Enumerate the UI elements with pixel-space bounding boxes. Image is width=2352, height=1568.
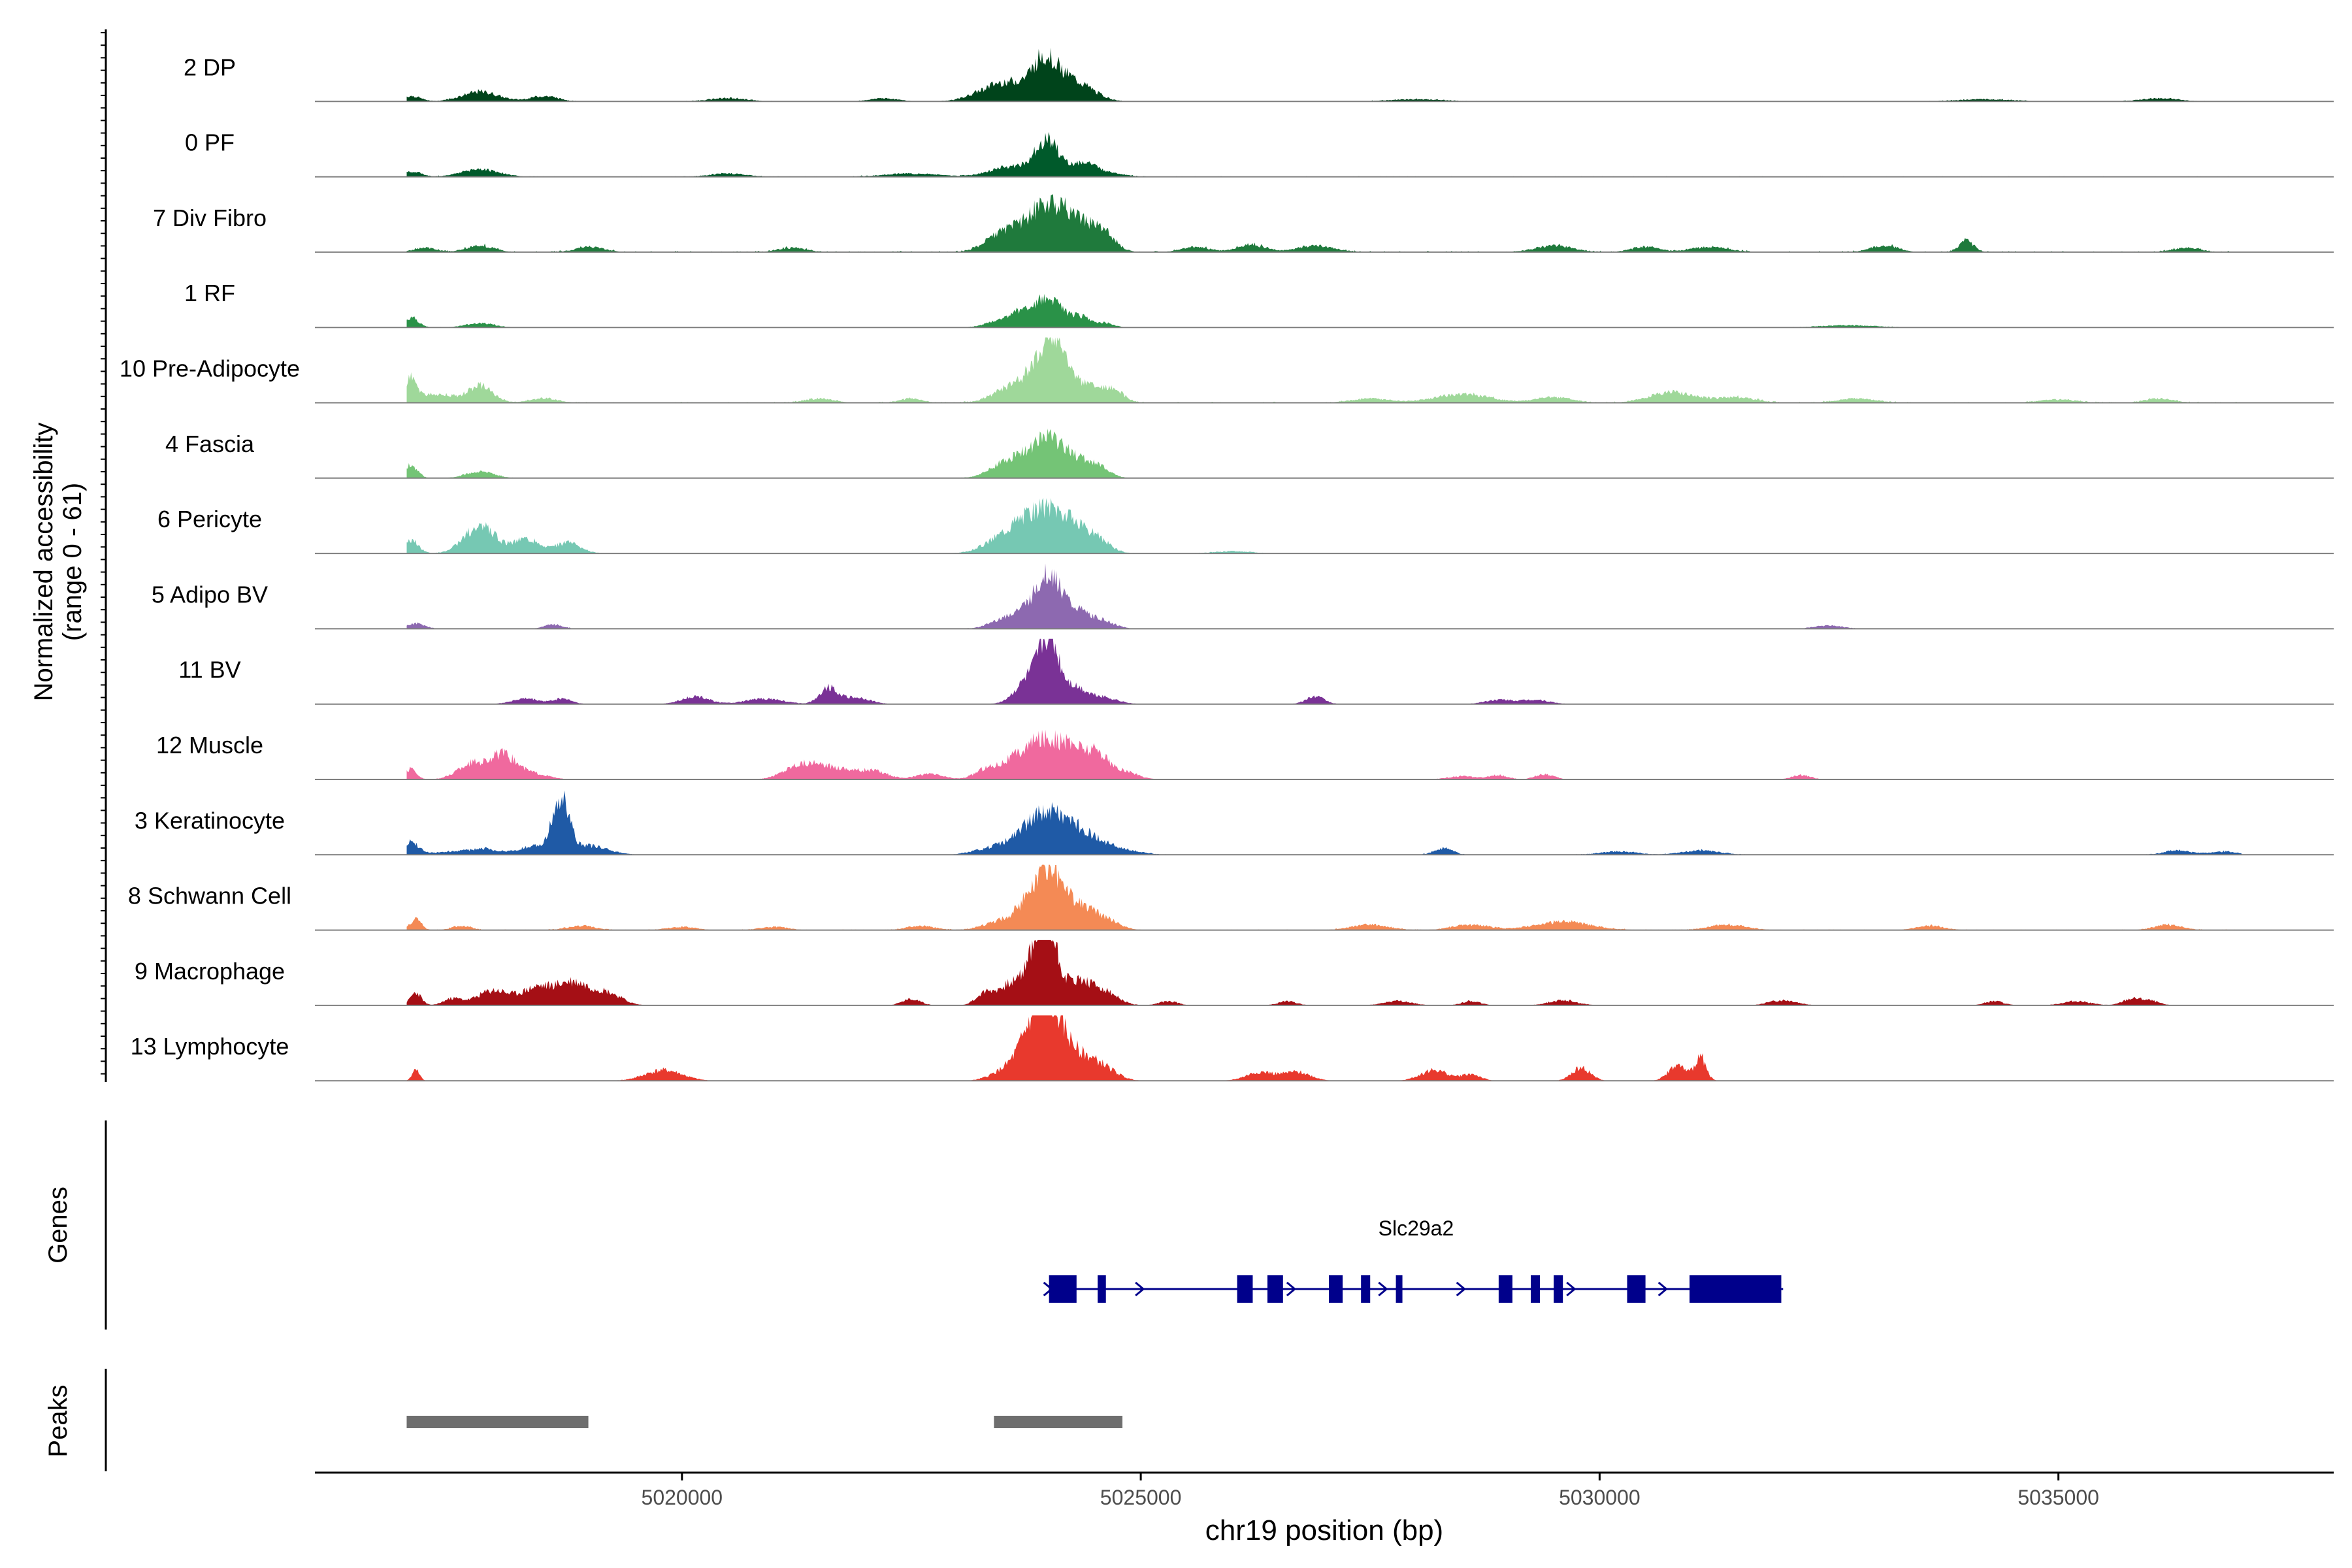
track-1: 2 DP	[184, 48, 2334, 103]
exon	[1531, 1275, 1541, 1303]
x-tick-label: 5035000	[2017, 1486, 2099, 1509]
track-label: 9 Macrophage	[135, 958, 285, 985]
strand-arrow	[1378, 1281, 1388, 1297]
y-axis-label: Normalized accessibility	[29, 423, 58, 702]
x-tick-label: 5030000	[1559, 1486, 1641, 1509]
track-label: 6 Pericyte	[157, 506, 262, 532]
exon	[1361, 1275, 1371, 1303]
coverage-area	[406, 131, 2242, 177]
track-14: 13 Lymphocyte	[131, 1015, 2334, 1082]
x-axis-label: chr19 position (bp)	[1205, 1514, 1443, 1546]
strand-arrow	[1658, 1281, 1669, 1297]
gene-name: Slc29a2	[1379, 1217, 1454, 1240]
track-6: 4 Fascia	[165, 429, 2334, 479]
exon	[1237, 1275, 1253, 1303]
coverage-area	[406, 293, 2242, 328]
strand-arrow	[1286, 1281, 1297, 1297]
track-7: 6 Pericyte	[157, 498, 2334, 555]
exon	[1690, 1275, 1782, 1303]
track-label: 13 Lymphocyte	[131, 1033, 289, 1060]
track-9: 11 BV	[178, 638, 2334, 705]
track-label: 8 Schwann Cell	[128, 883, 291, 909]
track-label: 10 Pre-Adipocyte	[120, 355, 300, 382]
track-4: 1 RF	[184, 280, 2334, 329]
track-5: 10 Pre-Adipocyte	[120, 337, 2334, 404]
track-label: 11 BV	[178, 657, 240, 683]
x-axis-ticks: 5020000 5025000 5030000 5035000	[642, 1473, 2099, 1509]
track-11: 3 Keratinocyte	[135, 791, 2334, 856]
gene-annotation: Slc29a2	[1043, 1217, 1784, 1303]
y-axis-range-label: (range 0 - 61)	[58, 483, 87, 641]
coverage-area	[406, 729, 2242, 779]
coverage-area	[406, 337, 2242, 403]
track-2: 0 PF	[185, 129, 2334, 178]
track-label: 5 Adipo BV	[152, 581, 268, 608]
genes-track-label: Genes	[44, 1186, 73, 1264]
track-label: 7 Div Fibro	[153, 204, 267, 231]
track-label: 3 Keratinocyte	[135, 807, 285, 834]
exon	[1554, 1275, 1563, 1303]
coverage-area	[406, 498, 2242, 554]
coverage-area	[406, 1015, 2242, 1081]
track-13: 9 Macrophage	[135, 939, 2334, 1006]
track-label: 2 DP	[184, 54, 236, 80]
peaks-track-label: Peaks	[44, 1384, 73, 1457]
exon	[1498, 1275, 1512, 1303]
track-10: 12 Muscle	[156, 729, 2334, 780]
exon	[1627, 1275, 1646, 1303]
track-label: 1 RF	[184, 280, 235, 306]
coverage-area	[406, 194, 2242, 252]
coverage-area	[406, 939, 2242, 1005]
track-8: 5 Adipo BV	[152, 563, 2334, 630]
coverage-area	[406, 429, 2242, 478]
track-label: 12 Muscle	[156, 732, 263, 759]
coverage-area	[406, 48, 2242, 102]
track-3: 7 Div Fibro	[153, 194, 2334, 253]
exon	[1049, 1275, 1077, 1303]
x-tick-label: 5025000	[1100, 1486, 1182, 1509]
strand-arrow	[1456, 1281, 1467, 1297]
exon	[1098, 1275, 1106, 1303]
track-label: 0 PF	[185, 129, 235, 156]
peak-region	[994, 1416, 1122, 1428]
exon	[1329, 1275, 1343, 1303]
peak-regions	[406, 1416, 1122, 1428]
track-label: 4 Fascia	[165, 431, 255, 457]
x-tick-label: 5020000	[642, 1486, 723, 1509]
coverage-area	[406, 563, 2242, 629]
strand-arrow	[1135, 1281, 1145, 1297]
strand-arrow	[1566, 1281, 1576, 1297]
track-12: 8 Schwann Cell	[128, 864, 2334, 931]
exon	[1267, 1275, 1283, 1303]
coverage-area	[406, 791, 2242, 855]
coverage-area	[406, 638, 2242, 704]
coverage-tracks: 2 DP 0 PF 7 Div Fibro 1 RF 10 Pre-Adipocyte 4…	[120, 48, 2334, 1082]
coverage-area	[406, 864, 2242, 930]
coverage-y-ticks	[101, 32, 106, 1075]
peak-region	[406, 1416, 589, 1428]
exon	[1396, 1275, 1403, 1303]
